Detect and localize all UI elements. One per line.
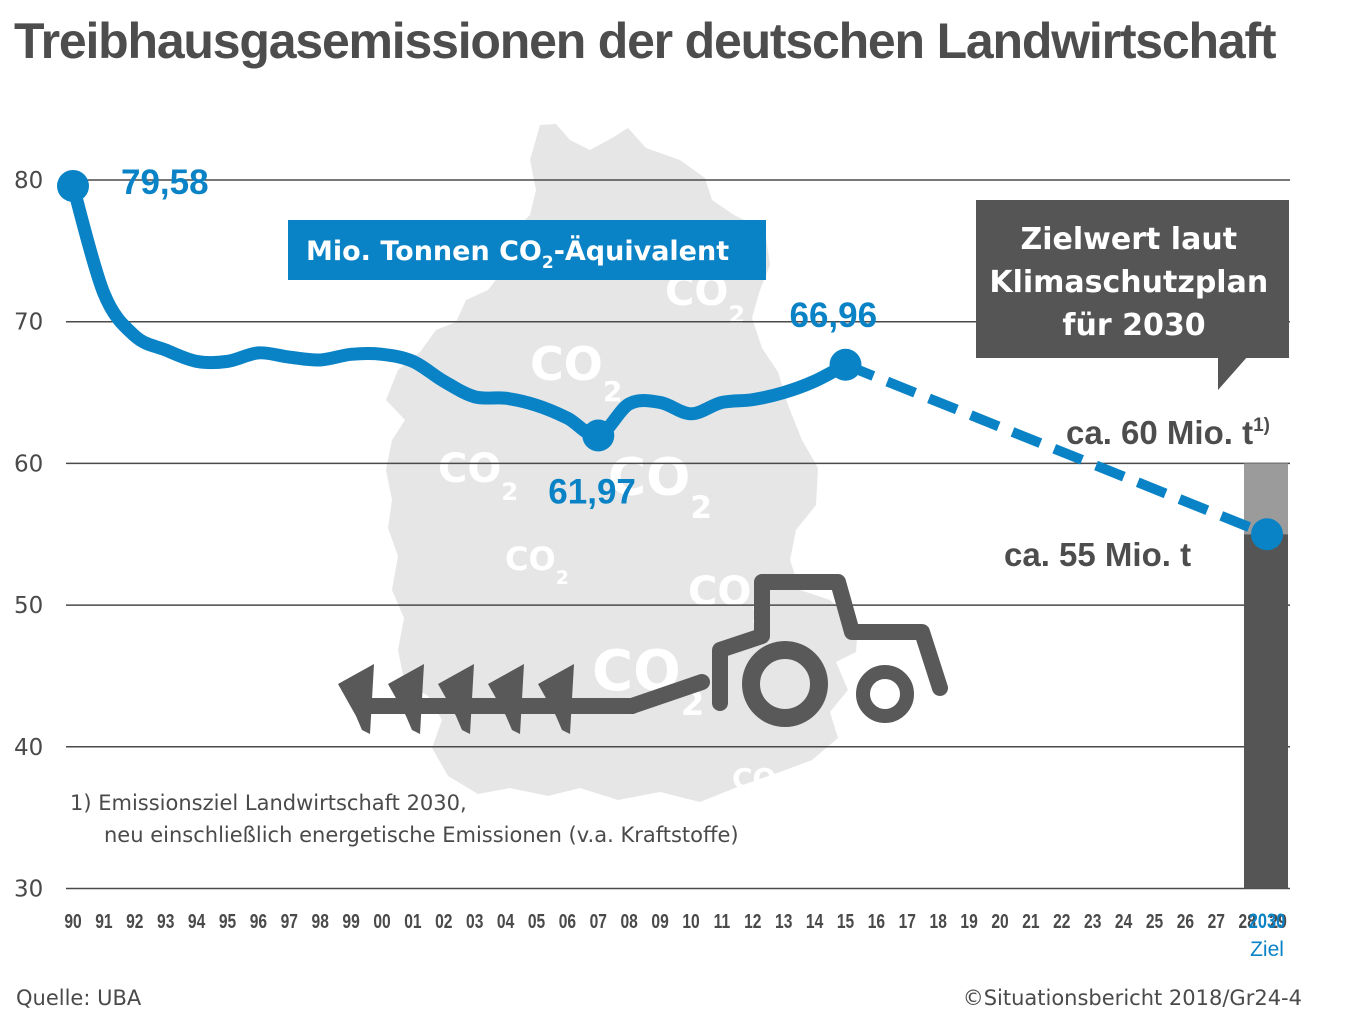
x-tick-label: 97	[281, 910, 298, 932]
y-axis: 30 40 50 60 70 80	[14, 168, 43, 903]
x-tick-label: 19	[960, 910, 977, 932]
y-tick-label: 40	[14, 735, 43, 761]
target-label-upper: ca. 60 Mio. t1)	[1066, 414, 1270, 451]
x-tick-label: 04	[497, 910, 514, 932]
y-grid	[66, 179, 1290, 890]
copyright-note: ©Situationsbericht 2018/Gr24-4	[962, 986, 1302, 1010]
data-label: 66,96	[790, 296, 878, 335]
x-tick-label: 01	[404, 910, 421, 932]
x-tick-label: 21	[1022, 910, 1039, 932]
x-tick-label: 29	[1269, 910, 1286, 932]
x-tick-label: 15	[837, 910, 854, 932]
x-tick-label: 94	[188, 910, 205, 932]
data-label: 79,58	[121, 163, 209, 202]
projection-point	[1251, 518, 1283, 551]
unit-label-main: Mio. Tonnen CO	[306, 236, 542, 267]
x-axis: 90 91 92 93 94 95 96 97 98 99 00 01 02 03 04 05 06 07 08 09…	[64, 909, 1286, 961]
callout-line-3: für 2030	[1062, 308, 1205, 343]
target-label-lower: ca. 55 Mio. t	[1004, 536, 1191, 573]
co2-watermark: CO2	[438, 446, 518, 506]
x-tick-label: 11	[714, 910, 731, 932]
unit-label-subscript: 2	[542, 253, 554, 273]
data-labels: 79,58 61,97 66,96	[121, 163, 877, 512]
callout-line-2: Klimaschutzplan	[989, 265, 1268, 300]
series-point	[829, 348, 862, 381]
target-band-lower	[1244, 534, 1288, 889]
y-tick-label: 50	[14, 593, 43, 619]
x-tick-label: 09	[651, 910, 668, 932]
co2-watermark: CO2	[505, 540, 569, 589]
co2-watermark-group: CO2CO2CO2CO2CO2CO2CO2CO2CO2	[438, 269, 838, 806]
y-tick-label: 70	[14, 310, 43, 336]
x-tick-label: 14	[806, 910, 823, 932]
x-tick-label: 17	[899, 910, 916, 932]
target-label-upper-footnote-mark: 1)	[1253, 415, 1270, 436]
target-range-bar	[1244, 463, 1288, 889]
series-line	[66, 179, 852, 443]
x-tick-label: 07	[590, 910, 607, 932]
svg-text:Mio. Tonnen CO2-Äquivalent: Mio. Tonnen CO2-Äquivalent	[306, 235, 729, 273]
x-tick-label: 26	[1177, 910, 1194, 932]
x-tick-label: 96	[250, 910, 267, 932]
x-tick-label: 16	[868, 910, 885, 932]
y-tick-label: 30	[14, 877, 43, 903]
footnote-line-1: 1) Emissionsziel Landwirtschaft 2030,	[70, 791, 467, 815]
x-tick-label: 24	[1115, 910, 1132, 932]
series-markers	[57, 169, 1283, 551]
footnote-line-2: neu einschließlich energetische Emission…	[104, 823, 739, 847]
target-callout: Zielwert laut Klimaschutzplan für 2030	[976, 200, 1289, 390]
x-tick-label: 98	[312, 910, 329, 932]
x-tick-label-target: 2030	[1249, 909, 1285, 932]
x-tick-label: 91	[95, 910, 112, 932]
projection-line	[843, 360, 1269, 539]
x-tick-label: 25	[1146, 910, 1163, 932]
x-tick-label: 12	[744, 910, 761, 932]
series-point	[582, 419, 615, 452]
x-tick-label: 06	[559, 910, 576, 932]
unit-label: Mio. Tonnen CO2-Äquivalent	[288, 220, 766, 280]
chart-title: Treibhausgasemissionen der deutschen Lan…	[14, 13, 1277, 69]
tractor-with-plough-icon	[338, 574, 948, 734]
x-tick-label: 95	[219, 910, 236, 932]
x-tick-label: 05	[528, 910, 545, 932]
x-tick-label: 90	[64, 910, 81, 932]
target-label-upper-text: ca. 60 Mio. t	[1066, 414, 1253, 451]
co2-watermark: CO2	[608, 448, 712, 526]
svg-text:1) Emissionsziel Landwirtschaf: 1) Emissionsziel Landwirtschaft 2030, ne…	[70, 791, 739, 847]
callout-line-1: Zielwert laut	[1021, 222, 1238, 257]
svg-text:Zielwert laut Klimaschut: Zielwert laut Klimaschutzplan für 2030	[989, 222, 1278, 343]
x-tick-label: 10	[682, 910, 699, 932]
x-tick-label: 92	[126, 910, 143, 932]
x-tick-label: 08	[621, 910, 638, 932]
x-tick-label: 20	[991, 910, 1008, 932]
x-tick-label: 13	[775, 910, 792, 932]
unit-label-rest: -Äquivalent	[554, 235, 730, 267]
x-tick-label: 02	[435, 910, 452, 932]
x-tick-label: 93	[157, 910, 174, 932]
co2-watermark: CO2	[732, 762, 788, 806]
x-tick-label: 28	[1239, 910, 1256, 932]
x-tick-label: 22	[1053, 910, 1070, 932]
co2-watermark: CO2	[530, 337, 622, 408]
y-tick-label: 60	[14, 451, 43, 477]
x-tick-label: 00	[373, 910, 390, 932]
x-tick-label: 23	[1084, 910, 1101, 932]
x-tick-label: 03	[466, 910, 483, 932]
x-tick-label: 99	[342, 910, 359, 932]
x-tick-label: 27	[1208, 910, 1225, 932]
data-label: 61,97	[548, 472, 636, 511]
x-tick-label: 18	[930, 910, 947, 932]
series-point	[57, 169, 89, 202]
x-tick-sublabel: Ziel	[1250, 938, 1284, 961]
y-tick-label: 80	[14, 168, 43, 194]
source-note: Quelle: UBA	[16, 986, 142, 1010]
